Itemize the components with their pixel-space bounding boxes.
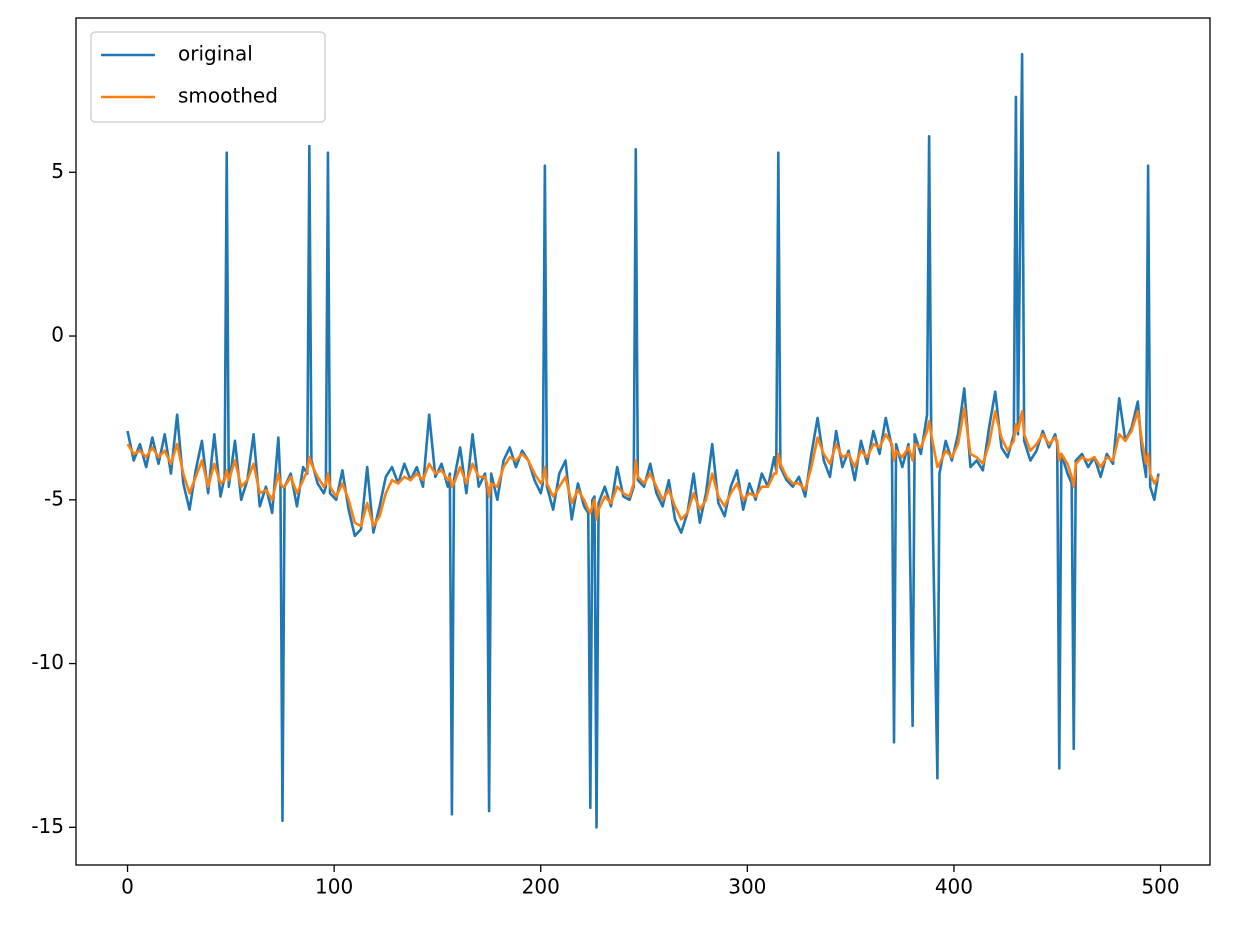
y-tick-label: -15: [31, 814, 64, 838]
x-tick-label: 0: [121, 875, 134, 899]
y-tick-label: -10: [31, 650, 64, 674]
x-tick-label: 200: [522, 875, 560, 899]
x-tick-label: 300: [728, 875, 766, 899]
axes-frame: [75, 17, 1211, 866]
y-tick-label: 0: [51, 323, 64, 347]
x-tick-label: 100: [315, 875, 353, 899]
series-line: [126, 53, 1160, 829]
series-line: [126, 406, 1160, 528]
y-tick-label: 5: [51, 159, 64, 183]
x-tick-label: 500: [1141, 875, 1179, 899]
y-tick-label: -5: [44, 486, 64, 510]
legend: original smoothed: [90, 31, 326, 123]
legend-label: original: [178, 42, 253, 66]
x-tick-label: 400: [935, 875, 973, 899]
legend-label: smoothed: [178, 84, 278, 108]
